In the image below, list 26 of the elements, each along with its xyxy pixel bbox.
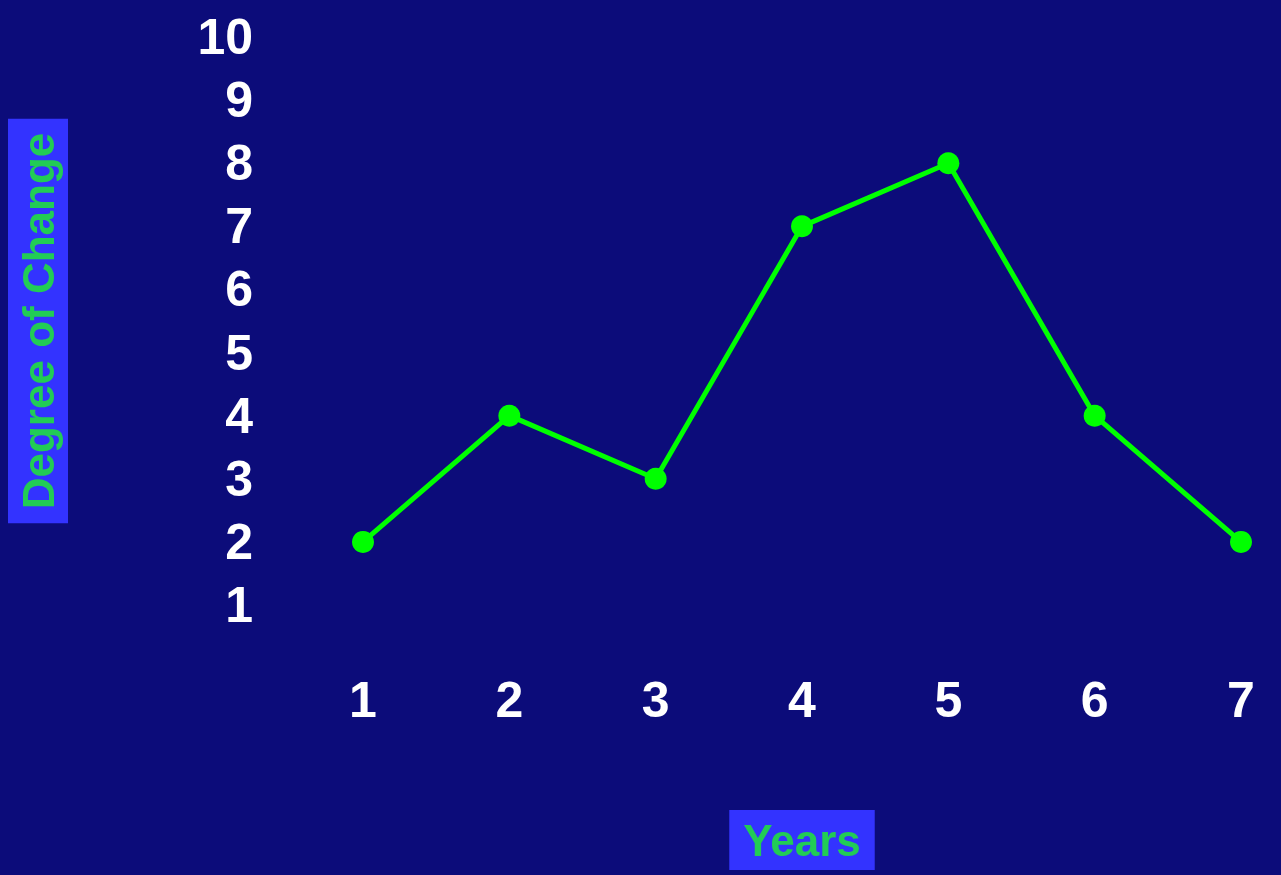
y-axis-title: Degree of Change — [13, 132, 63, 510]
x-tick-label: 3 — [641, 672, 670, 728]
y-tick-label: 9 — [225, 72, 253, 129]
y-tick-label: 4 — [225, 387, 254, 444]
y-tick-label: 3 — [225, 450, 253, 507]
y-tick-label: 2 — [225, 513, 253, 570]
y-tick-label: 10 — [197, 9, 253, 65]
x-tick-label: 1 — [349, 672, 377, 728]
x-axis-title: Years — [743, 815, 861, 865]
x-tick-label: 5 — [934, 672, 963, 728]
x-tick-label: 2 — [495, 672, 524, 728]
y-tick-label: 1 — [225, 577, 253, 633]
point — [498, 404, 521, 427]
x-tick-label: 7 — [1227, 672, 1255, 728]
point — [1083, 404, 1106, 427]
point — [644, 467, 667, 490]
x-tick-label: 4 — [788, 672, 817, 728]
point — [791, 215, 813, 238]
x-tick-label: 6 — [1080, 672, 1109, 728]
point — [1230, 530, 1252, 553]
point — [937, 152, 960, 175]
y-tick-label: 7 — [225, 198, 253, 255]
point — [352, 530, 374, 553]
y-tick-label: 8 — [225, 135, 253, 192]
y-tick-label: 5 — [225, 324, 253, 381]
y-tick-label: 6 — [225, 261, 253, 318]
